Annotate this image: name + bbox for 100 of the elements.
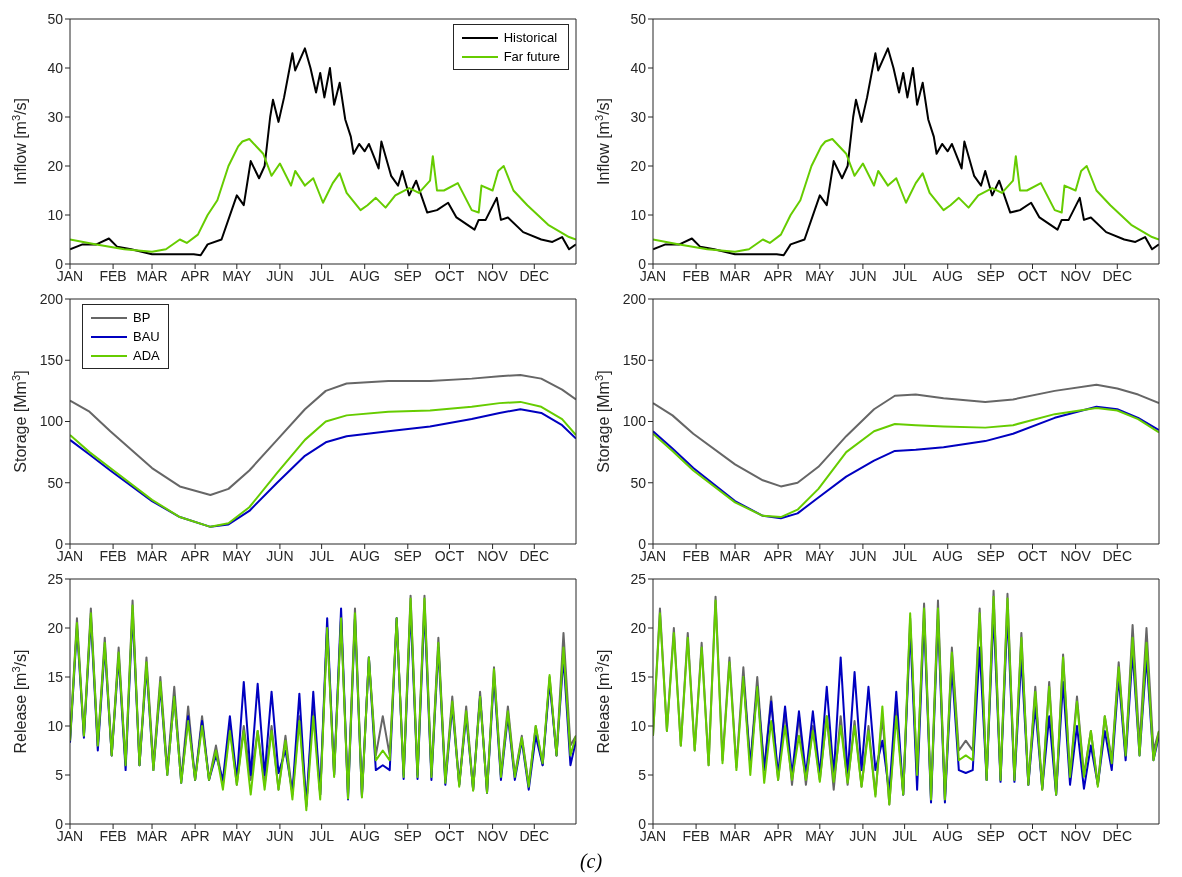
x-tick-label: NOV <box>1060 827 1092 844</box>
y-tick-label: 40 <box>630 59 647 76</box>
x-tick-label: JUL <box>309 267 335 284</box>
x-tick-label: MAY <box>805 827 836 844</box>
x-tick-label: MAY <box>222 547 253 564</box>
x-tick-label: JUN <box>266 547 294 564</box>
y-tick-label: 10 <box>630 717 647 734</box>
x-tick-label: OCT <box>1017 827 1048 844</box>
x-tick-label: SEP <box>393 267 422 284</box>
x-tick-label: SEP <box>976 827 1005 844</box>
x-tick-label: SEP <box>976 267 1005 284</box>
legend-label: Historical <box>503 29 558 47</box>
x-tick-label: MAY <box>805 267 836 284</box>
x-tick-label: FEB <box>682 827 710 844</box>
y-tick-label: 15 <box>47 668 64 685</box>
legend-label: BP <box>133 309 151 327</box>
y-tick-label: 50 <box>630 10 647 27</box>
y-tick-label: 15 <box>630 668 647 685</box>
x-tick-label: JUL <box>892 547 918 564</box>
x-tick-label: APR <box>763 267 793 284</box>
x-tick-label: JUN <box>849 827 877 844</box>
x-tick-label: OCT <box>434 547 465 564</box>
x-tick-label: JUN <box>266 827 294 844</box>
y-tick-label: 20 <box>630 157 647 174</box>
x-tick-label: AUG <box>932 827 963 844</box>
x-tick-label: OCT <box>434 267 465 284</box>
y-tick-label: 5 <box>55 766 64 783</box>
x-tick-label: APR <box>180 827 210 844</box>
y-tick-label: 10 <box>630 206 647 223</box>
text: (c) <box>578 850 604 873</box>
y-tick-label: 150 <box>39 352 64 369</box>
x-tick-label: FEB <box>682 547 710 564</box>
y-tick-label: 50 <box>47 474 64 491</box>
x-tick-label: FEB <box>99 267 127 284</box>
x-tick-label: SEP <box>393 827 422 844</box>
x-tick-label: FEB <box>682 267 710 284</box>
x-tick-label: JUL <box>892 827 918 844</box>
x-tick-label: JUN <box>266 267 294 284</box>
x-tick-label: NOV <box>1060 267 1092 284</box>
x-tick-label: APR <box>763 827 793 844</box>
x-tick-label: MAR <box>136 827 168 844</box>
y-tick-label: 50 <box>47 10 64 27</box>
x-tick-label: MAR <box>136 267 168 284</box>
x-tick-label: DEC <box>519 547 550 564</box>
y-tick-label: 0 <box>55 815 64 832</box>
y-tick-label: 30 <box>47 108 64 125</box>
x-tick-label: FEB <box>99 827 127 844</box>
line-series <box>70 373 576 496</box>
x-tick-label: SEP <box>976 547 1005 564</box>
y-tick-label: 10 <box>47 206 64 223</box>
x-tick-label: NOV <box>477 827 509 844</box>
line-series <box>70 138 576 253</box>
x-tick-label: DEC <box>1102 267 1133 284</box>
y-tick-label: 25 <box>47 570 64 587</box>
x-tick-label: MAR <box>136 547 168 564</box>
x-tick-label: APR <box>180 267 210 284</box>
x-tick-label: AUG <box>932 267 963 284</box>
legend-label: Far future <box>503 48 560 66</box>
x-tick-label: AUG <box>349 547 380 564</box>
x-tick-label: JUN <box>849 547 877 564</box>
x-tick-label: AUG <box>349 267 380 284</box>
x-tick-label: OCT <box>1017 547 1048 564</box>
legend-label: BAU <box>133 328 160 346</box>
x-tick-label: MAR <box>719 267 751 284</box>
y-tick-label: 100 <box>622 413 647 430</box>
y-tick-label: 25 <box>630 570 647 587</box>
line-series <box>653 138 1159 253</box>
x-tick-label: MAY <box>222 827 253 844</box>
line-series <box>70 47 576 257</box>
y-tick-label: 200 <box>39 290 64 307</box>
y-tick-label: 0 <box>55 535 64 552</box>
y-tick-label: 0 <box>55 255 64 272</box>
y-tick-label: 30 <box>630 108 647 125</box>
x-tick-label: MAR <box>719 827 751 844</box>
x-tick-label: MAR <box>719 547 751 564</box>
y-tick-label: 20 <box>47 157 64 174</box>
legend-label: ADA <box>133 347 160 365</box>
y-tick-label: 100 <box>39 413 64 430</box>
line-series <box>653 47 1159 257</box>
x-tick-label: FEB <box>99 547 127 564</box>
y-tick-label: 200 <box>622 290 647 307</box>
x-tick-label: JUL <box>309 827 335 844</box>
y-tick-label: 20 <box>47 619 64 636</box>
x-tick-label: AUG <box>349 827 380 844</box>
x-tick-label: DEC <box>519 267 550 284</box>
x-tick-label: AUG <box>932 547 963 564</box>
x-tick-label: DEC <box>1102 547 1133 564</box>
y-tick-label: 150 <box>622 352 647 369</box>
x-tick-label: SEP <box>393 547 422 564</box>
x-tick-label: NOV <box>1060 547 1092 564</box>
x-tick-label: OCT <box>434 827 465 844</box>
x-tick-label: JUL <box>892 267 918 284</box>
x-tick-label: MAY <box>222 267 253 284</box>
x-tick-label: NOV <box>477 267 509 284</box>
y-tick-label: 0 <box>638 255 647 272</box>
x-tick-label: APR <box>180 547 210 564</box>
y-tick-label: 40 <box>47 59 64 76</box>
y-tick-label: 20 <box>630 619 647 636</box>
x-tick-label: JUN <box>849 267 877 284</box>
y-tick-label: 10 <box>47 717 64 734</box>
